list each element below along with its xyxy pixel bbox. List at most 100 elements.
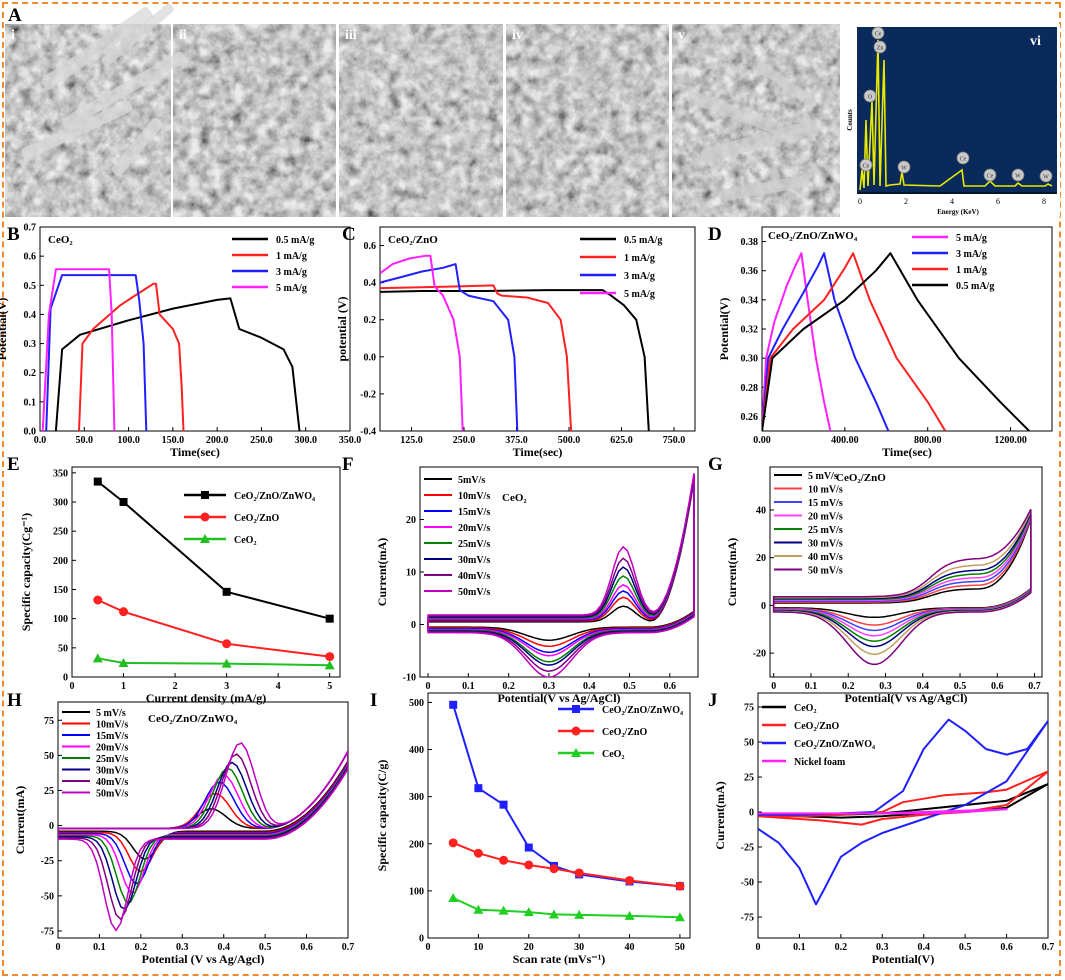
x-axis-label: Time(sec)	[170, 445, 220, 459]
y-tick-label: 0.38	[741, 237, 759, 248]
legend-entry: 3 mA/g	[276, 267, 307, 278]
edx-tick-label: 4	[950, 197, 954, 206]
y-tick-label: -10	[403, 673, 416, 684]
data-point	[448, 838, 458, 848]
legend-entry: CeO₂	[234, 535, 256, 546]
edx-tick-label: 8	[1042, 197, 1046, 206]
x-tick-label: 0.2	[502, 681, 515, 692]
plot-area	[772, 508, 1032, 666]
x-tick-label: 0	[426, 681, 431, 692]
x-tick-label: 0.6	[991, 681, 1004, 692]
legend-entry: 0.5 mA/g	[624, 235, 662, 246]
x-tick-label: 200.0	[206, 435, 229, 446]
x-tick-label: 150.0	[162, 435, 185, 446]
series-line	[758, 808, 1008, 815]
y-tick-label: 250	[53, 527, 68, 538]
sem-rod	[61, 51, 186, 129]
legend-entry: 30mV/s	[458, 555, 490, 566]
x-tick-label: 0.2	[135, 942, 148, 953]
data-point	[222, 587, 231, 596]
x-tick-label: 2	[173, 681, 178, 692]
plot-frame	[761, 226, 1053, 432]
legend-entry: 20mV/s	[458, 523, 490, 534]
legend-entry: 10mV/s	[96, 720, 128, 731]
legend-entry: 50mV/s	[458, 587, 490, 598]
y-tick-label: 0	[411, 620, 416, 631]
y-axis-label: Current(mA)	[13, 786, 27, 854]
legend-entry: 25mV/s	[96, 754, 128, 765]
x-tick-label: 0.3	[879, 681, 892, 692]
y-tick-label: -75	[41, 926, 54, 937]
x-tick-label: 100.0	[117, 435, 140, 446]
data-point	[625, 876, 635, 886]
y-tick-label: 75	[44, 716, 54, 727]
y-tick-label: 200	[53, 556, 68, 567]
data-point	[93, 477, 102, 486]
legend: 5 mV/s 10 mV/s 15 mV/s 20 mV/s 25 mV/s 30 mV/…	[774, 471, 843, 577]
legend-entry: 5 mV/s	[96, 708, 126, 719]
edx-spectrum-panel: vi Ce Zn O Ce W Ce Ce W W 0 2 4 6 8 Energy (KeV) Counts	[846, 24, 1060, 217]
x-tick-label: 0.3	[543, 681, 556, 692]
x-tick-label: 125.0	[400, 435, 423, 446]
sem-rod	[700, 119, 819, 163]
data-point	[574, 909, 585, 919]
edx-peak-marker	[1039, 169, 1053, 183]
edx-panel-label: vi	[1030, 34, 1041, 49]
sem-rod	[21, 100, 133, 160]
x-tick-label: 0.1	[462, 681, 475, 692]
series-line	[54, 297, 301, 431]
x-tick-label: 0.5	[954, 681, 967, 692]
x-tick-label: 350.0	[339, 435, 362, 446]
data-point	[473, 904, 484, 914]
y-tick-label: 300	[409, 792, 424, 803]
data-point	[92, 653, 103, 663]
plot-area	[448, 700, 685, 922]
cv-curve	[58, 742, 348, 932]
x-axis-label: Time(sec)	[513, 445, 563, 459]
y-tick-label: 0.7	[24, 223, 37, 234]
plot-frame	[769, 466, 1043, 678]
sem-rod	[41, 7, 153, 90]
series-line	[452, 897, 680, 919]
sem-image-label: iii	[345, 28, 357, 43]
y-tick-label: 500	[409, 698, 424, 709]
x-tick-label: 0.7	[1042, 942, 1055, 953]
x-tick-label: 800.00	[914, 435, 942, 446]
legend-marker	[571, 748, 581, 757]
x-tick-label: 0.3	[876, 942, 889, 953]
edx-peak-label: W	[1043, 175, 1049, 181]
edx-peak-marker	[871, 26, 885, 40]
legend-entry: 15 mV/s	[808, 498, 843, 509]
x-tick-label: 250.0	[453, 435, 476, 446]
legend-entry: 30 mV/s	[808, 539, 843, 550]
legend-entry: 25 mV/s	[808, 525, 843, 536]
x-axis-label: Current density (mA/g)	[146, 691, 266, 705]
legend: CeO₂/ZnO/ZnWO₄ CeO₂/ZnO CeO₂	[558, 705, 683, 760]
y-tick-label: 0	[419, 934, 424, 945]
data-point	[524, 860, 534, 870]
legend: 5 mA/g 3 mA/g 1 mA/g 0.5 mA/g	[912, 233, 994, 292]
y-tick-label: 0.26	[741, 412, 759, 423]
legend-marker	[200, 534, 210, 543]
cv-curve	[427, 473, 695, 677]
y-tick-label: 20	[756, 553, 766, 564]
data-point	[473, 848, 483, 858]
panel-label-J: J	[708, 690, 718, 711]
y-tick-label: -25	[741, 843, 754, 854]
legend-entry: CeO₂	[602, 749, 624, 760]
y-tick-label: 0.28	[741, 383, 759, 394]
legend: 0.5 mA/g 1 mA/g 3 mA/g 5 mA/g	[232, 235, 314, 294]
legend-entry: 40mV/s	[458, 571, 490, 582]
x-tick-label: 0	[426, 942, 431, 953]
y-tick-label: 50	[58, 643, 68, 654]
panel-label-H: H	[7, 690, 22, 711]
legend: CeO₂/ZnO/ZnWO₄ CeO₂/ZnO CeO₂	[184, 491, 315, 546]
x-axis-label: Potential(V vs Ag/AgCl)	[497, 691, 620, 705]
data-point	[119, 498, 128, 506]
legend-entry: 10 mV/s	[808, 485, 843, 496]
data-point	[474, 784, 483, 793]
x-tick-label: 50	[675, 942, 685, 953]
sem-image-label: ii	[179, 28, 187, 43]
chart-title: CeO₂/ZnO	[388, 234, 438, 246]
series-line	[97, 657, 330, 667]
